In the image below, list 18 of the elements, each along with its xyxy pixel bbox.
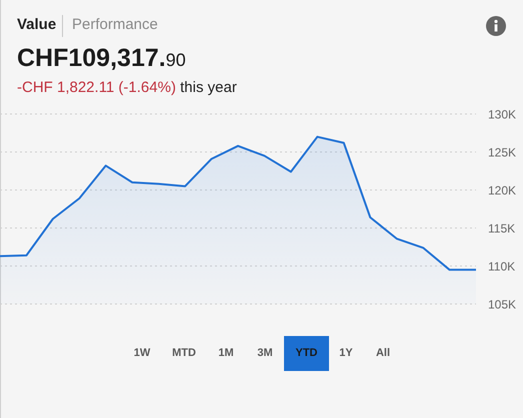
text: MTD [171, 346, 197, 361]
y-tick-label: 110K [488, 259, 516, 274]
text: Performance [72, 15, 158, 35]
text: 1Y [338, 346, 354, 361]
y-tick-label: 120K [488, 183, 516, 198]
text: All [374, 346, 392, 361]
selected-button: YTD [284, 336, 329, 371]
y-tick-label: 130K [488, 107, 516, 122]
text: 1M [217, 346, 235, 361]
y-tick-label: 105K [488, 297, 516, 312]
y-tick-label: 125K [488, 145, 516, 160]
text: Value [17, 15, 56, 35]
text: 3M [256, 346, 274, 361]
chart-title: CHF109,317.90 [17, 44, 186, 72]
text: this year [179, 79, 237, 96]
text: 1W [132, 346, 152, 361]
y-tick-label: 115K [488, 221, 516, 236]
chart-subtitle: -CHF 1,822.11 (-1.64%) [17, 79, 176, 96]
